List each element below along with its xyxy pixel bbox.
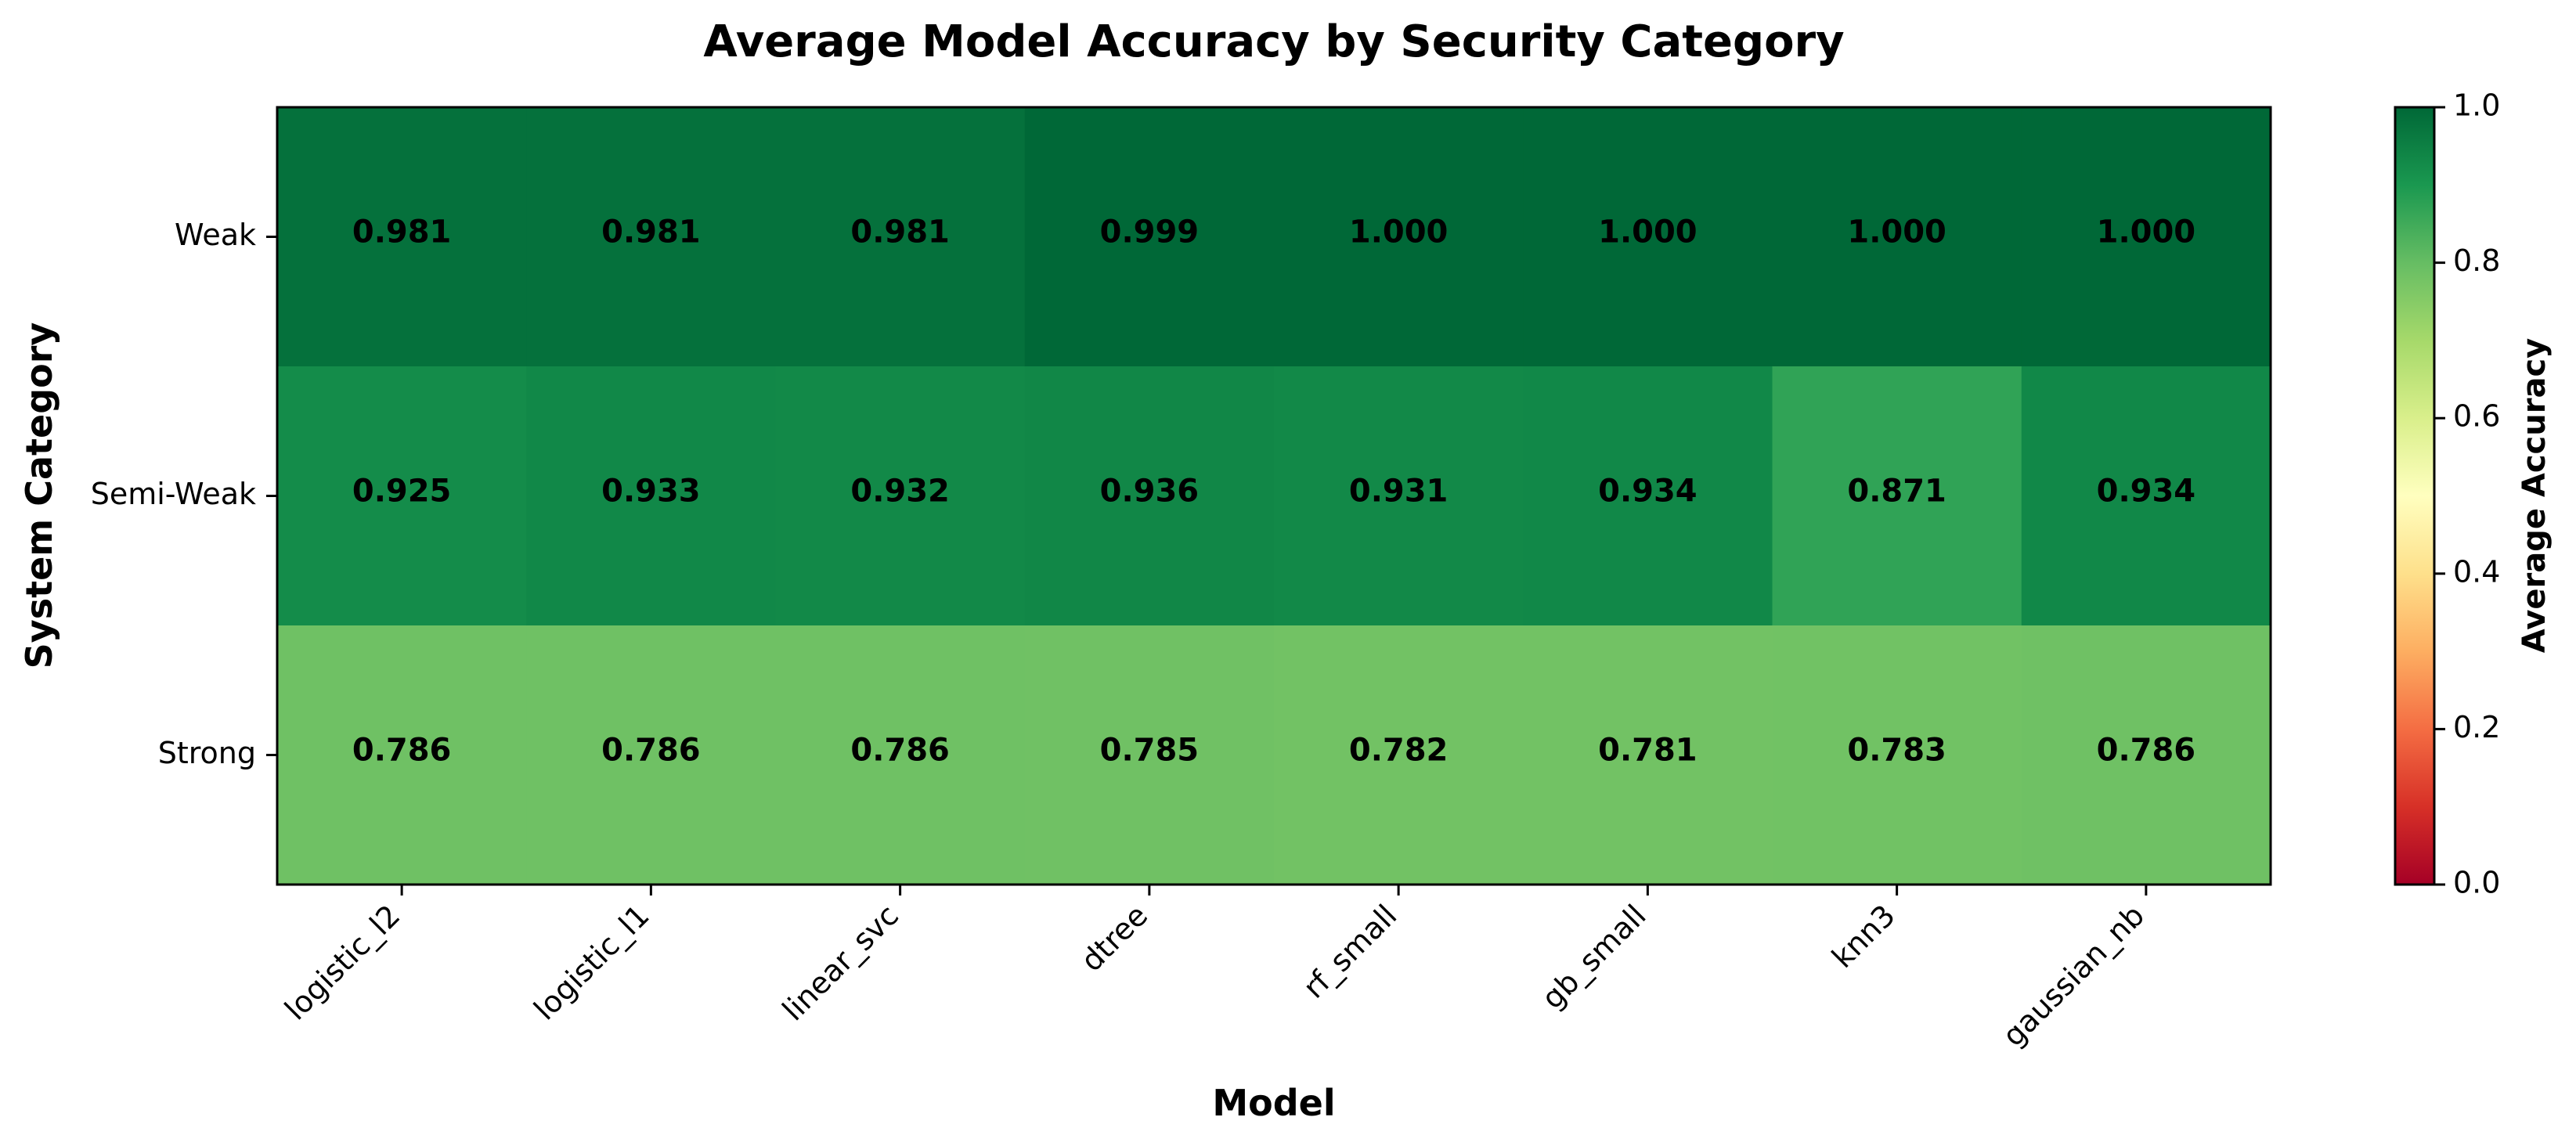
heatmap-cell	[526, 366, 777, 626]
cell-value-label: 0.786	[850, 733, 950, 769]
cell-value-label: 1.000	[1847, 214, 1946, 250]
heatmap-cell	[1274, 366, 1524, 626]
heatmap-cell	[775, 107, 1026, 367]
cell-value-label: 0.782	[1349, 733, 1449, 769]
heatmap-cell	[1772, 625, 2022, 885]
cell-value-label: 1.000	[1598, 214, 1697, 250]
heatmap-cell	[1024, 625, 1275, 885]
heatmap-cell	[1024, 366, 1275, 626]
heatmap-grid	[277, 107, 2271, 885]
cell-value-label: 0.783	[1847, 733, 1946, 769]
cell-value-label: 0.786	[352, 733, 452, 769]
x-tick-label: gaussian_nb	[1996, 898, 2151, 1053]
heatmap-cell	[775, 366, 1026, 626]
cell-value-label: 0.934	[2097, 474, 2196, 510]
colorbar-tick-label: 0.6	[2453, 399, 2500, 434]
colorbar-tick-label: 0.0	[2453, 866, 2500, 900]
y-axis-ticks: Weak Semi-Weak Strong	[91, 218, 277, 770]
heatmap-cell	[1523, 366, 1773, 626]
colorbar-ticks: 0.0 0.2 0.4 0.6 0.8 1.0	[2434, 88, 2500, 900]
chart-title: Average Model Accuracy by Security Categ…	[703, 16, 1844, 67]
cell-value-label: 0.934	[1598, 474, 1697, 510]
colorbar-tick-label: 0.2	[2453, 710, 2500, 744]
x-tick-label: logistic_l2	[278, 898, 406, 1026]
x-tick-label: rf_small	[1297, 898, 1404, 1005]
cell-value-label: 1.000	[2097, 214, 2196, 250]
heatmap-cell	[1772, 107, 2022, 367]
colorbar-frame	[2394, 106, 2436, 886]
y-tick-label: Weak	[175, 218, 256, 252]
cell-value-label: 0.786	[601, 733, 701, 769]
heatmap-cell	[1274, 625, 1524, 885]
x-tick-label: gb_small	[1535, 898, 1653, 1015]
cell-value-label: 0.999	[1100, 214, 1200, 250]
heatmap-cell	[1274, 107, 1524, 367]
y-tick-label: Semi-Weak	[91, 477, 256, 511]
y-tick-label: Strong	[158, 736, 256, 770]
cell-value-label: 0.981	[850, 214, 950, 250]
heatmap-cell	[2021, 366, 2271, 626]
heatmap-cell	[277, 625, 527, 885]
x-axis-label: Model	[1212, 1082, 1335, 1124]
heatmap-cell	[2021, 107, 2271, 367]
heatmap-cell	[1523, 625, 1773, 885]
cell-value-label: 0.871	[1847, 474, 1946, 510]
heatmap-cell	[526, 625, 777, 885]
x-tick-label: linear_svc	[776, 898, 905, 1027]
cell-value-label: 0.933	[601, 474, 701, 510]
cell-value-label: 0.936	[1100, 474, 1200, 510]
heatmap-cell	[277, 107, 527, 367]
cell-value-label: 0.981	[352, 214, 452, 250]
x-tick-label: knn3	[1825, 898, 1902, 975]
colorbar-tick-label: 1.0	[2453, 88, 2500, 123]
colorbar-tick-label: 0.8	[2453, 243, 2500, 278]
y-axis-label: System Category	[18, 323, 60, 669]
cell-value-label: 0.925	[352, 474, 452, 510]
cell-value-label: 0.981	[601, 214, 701, 250]
colorbar	[2395, 107, 2434, 885]
heatmap-cell	[1024, 107, 1275, 367]
heatmap-cell	[1772, 366, 2022, 626]
cell-value-label: 0.932	[850, 474, 950, 510]
heatmap-cell	[2021, 625, 2271, 885]
x-tick-label: dtree	[1074, 898, 1154, 978]
cell-value-labels: 0.981 0.981 0.981 0.999 1.000 1.000 1.000 1.000…	[352, 214, 2195, 769]
cell-value-label: 0.786	[2097, 733, 2196, 769]
heatmap-cell	[277, 366, 527, 626]
colorbar-label: Average Accuracy	[2516, 338, 2553, 654]
cell-value-label: 0.781	[1598, 733, 1697, 769]
x-axis-ticks: logistic_l2 logistic_l1 linear_svc dtree rf_…	[278, 885, 2151, 1053]
cell-value-label: 0.785	[1100, 733, 1200, 769]
x-tick-label: logistic_l1	[527, 898, 655, 1026]
heatmap-cell	[1523, 107, 1773, 367]
heatmap-cell	[775, 625, 1026, 885]
colorbar-tick-label: 0.4	[2453, 554, 2500, 589]
cell-value-label: 0.931	[1349, 474, 1449, 510]
heatmap-cell	[526, 107, 777, 367]
cell-value-label: 1.000	[1349, 214, 1449, 250]
